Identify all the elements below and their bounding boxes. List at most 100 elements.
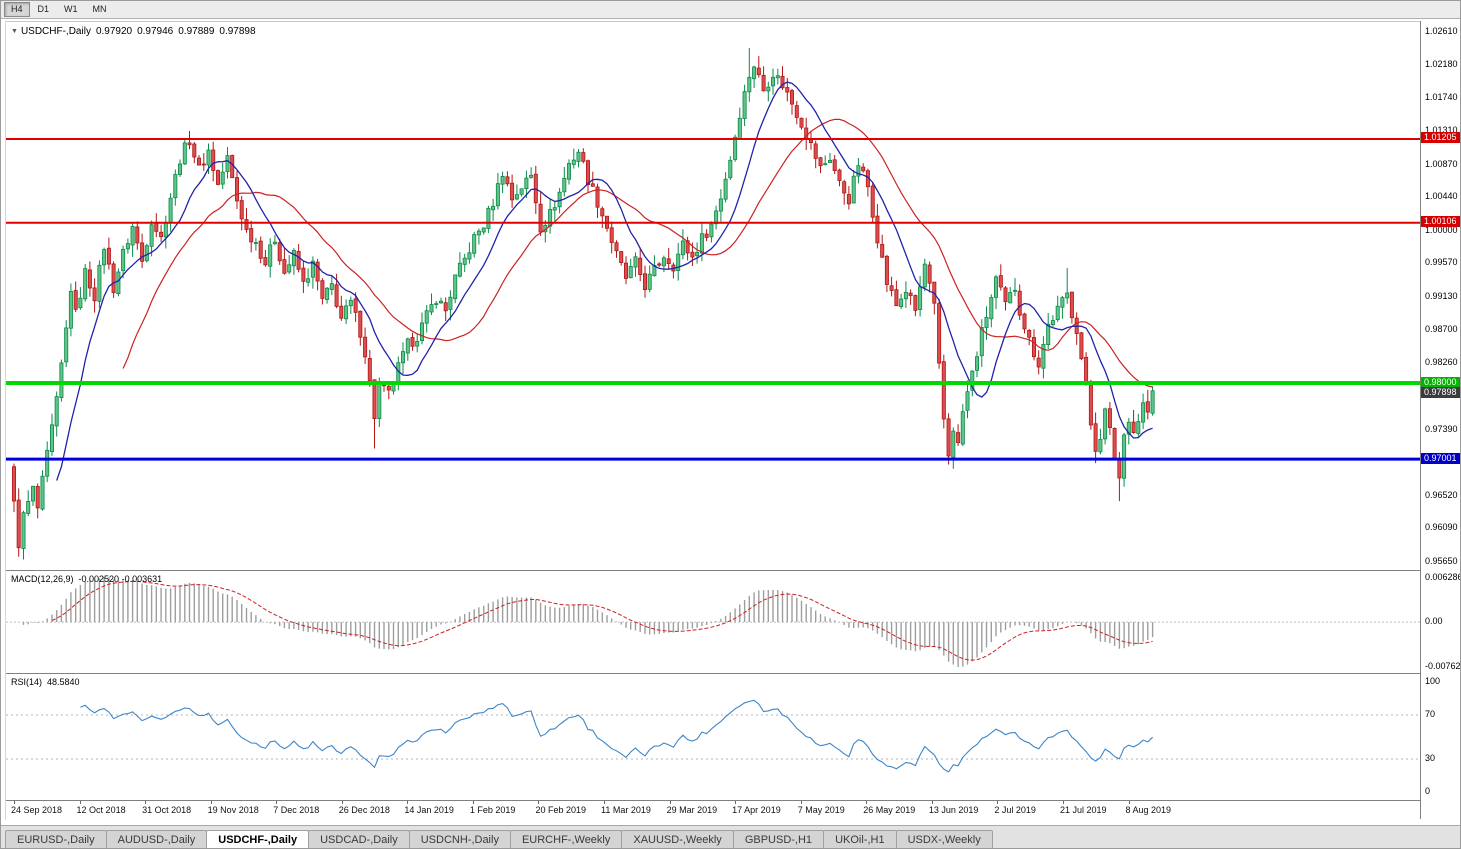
rsi-scale-label: 100 (1425, 676, 1441, 686)
date-axis-label: 31 Oct 2018 (142, 805, 192, 815)
tab-eurchf-weekly[interactable]: EURCHF-,Weekly (509, 830, 623, 848)
date-axis-label: 11 Mar 2019 (601, 805, 651, 815)
tab-eurusd-daily[interactable]: EURUSD-,Daily (5, 830, 107, 848)
date-tick-mark (79, 801, 81, 804)
date-tick-mark (800, 801, 802, 804)
date-axis-label: 14 Jan 2019 (404, 805, 454, 815)
tab-usdcnh-daily[interactable]: USDCNH-,Daily (408, 830, 511, 848)
chart-window: ▼ USDCHF-,Daily 0.97920 0.97946 0.97889 0.978… (1, 19, 1460, 820)
macd-signal-line (51, 580, 1153, 661)
rsi-line (80, 699, 1153, 773)
macd-values: -0.002520 -0.003631 (78, 574, 163, 584)
pane-separator[interactable] (6, 570, 1421, 571)
chevron-down-icon[interactable]: ▼ (11, 28, 18, 35)
candles-layer (12, 48, 1155, 560)
timeframe-button-h4[interactable]: H4 (4, 2, 30, 17)
macd-pane[interactable]: MACD(12,26,9) -0.002520 -0.003631 (6, 571, 1421, 673)
date-axis-label: 7 Dec 2018 (273, 805, 320, 815)
macd-scale-label: 0.00 (1425, 616, 1443, 627)
price-scale-label: 0.99570 (1425, 257, 1458, 268)
date-tick-mark (866, 801, 868, 804)
date-axis-label: 26 May 2019 (863, 805, 916, 815)
date-tick-mark (407, 801, 409, 804)
date-axis-label: 21 Jul 2019 (1059, 805, 1107, 815)
date-axis-label: 8 Aug 2019 (1125, 805, 1172, 815)
date-tick-mark (997, 801, 999, 804)
date-axis-label: 2 Jul 2019 (994, 805, 1036, 815)
tab-usdchf-daily[interactable]: USDCHF-,Daily (206, 830, 310, 848)
price-scale[interactable]: 1.02610 1.02180 1.01740 1.01310 1.00870 1.004… (1420, 21, 1460, 819)
date-tick-mark (735, 801, 737, 804)
tab-usdx-weekly[interactable]: USDX-,Weekly (895, 830, 993, 848)
rsi-name: RSI(14) (11, 677, 43, 687)
price-scale-label: 0.97390 (1425, 423, 1458, 434)
price-scale-label: 1.00870 (1425, 158, 1458, 169)
rsi-scale-label: 30 (1425, 753, 1436, 763)
price-scale-label: 0.96520 (1425, 489, 1458, 500)
price-level-badge-0-97001: 0.97001 (1421, 452, 1460, 464)
date-tick-mark (604, 801, 606, 804)
rsi-chart-svg (6, 699, 1421, 773)
price-scale-label: 0.98700 (1425, 323, 1458, 334)
rsi-pane[interactable]: RSI(14) 48.5840 (6, 674, 1421, 800)
date-axis[interactable]: 24 Sep 2018 12 Oct 2018 31 Oct 2018 19 Nov … (6, 801, 1421, 819)
ohlc-high: 0.97946 (137, 26, 174, 37)
chart-panes: ▼ USDCHF-,Daily 0.97920 0.97946 0.97889 0.978… (5, 21, 1421, 820)
date-axis-label: 7 May 2019 (797, 805, 845, 815)
price-chart-svg (6, 48, 1421, 560)
date-axis-label: 12 Oct 2018 (76, 805, 126, 815)
date-axis-label: 17 Apr 2019 (732, 805, 781, 815)
rsi-scale-label: 0 (1425, 786, 1431, 796)
price-level-badge-1-00106: 1.00106 (1421, 216, 1460, 228)
rsi-scale-label: 70 (1425, 709, 1436, 719)
macd-chart-svg (6, 576, 1421, 667)
date-axis-label: 20 Feb 2019 (535, 805, 587, 815)
date-tick-mark (210, 801, 212, 804)
date-tick-mark (276, 801, 278, 804)
pane-separator[interactable] (6, 800, 1421, 801)
price-level-badge-1-01205: 1.01205 (1421, 132, 1460, 144)
price-scale-label: 0.96090 (1425, 522, 1458, 533)
price-scale-label: 1.00000 (1425, 224, 1458, 235)
symbol-info: ▼ USDCHF-,Daily 0.97920 0.97946 0.97889 0.978… (11, 26, 256, 37)
date-axis-label: 26 Dec 2018 (338, 805, 390, 815)
macd-histogram (22, 576, 1154, 667)
price-scale-label: 1.01740 (1425, 92, 1458, 103)
price-scale-label: 0.95650 (1425, 556, 1458, 566)
price-scale-label: 1.00440 (1425, 191, 1458, 202)
tab-xauusd-weekly[interactable]: XAUUSD-,Weekly (621, 830, 734, 848)
timeframe-button-d1[interactable]: D1 (31, 2, 57, 17)
date-axis-label: 13 Jun 2019 (928, 805, 979, 815)
price-scale-label: 1.01310 (1425, 124, 1458, 135)
tab-usdcad-daily[interactable]: USDCAD-,Daily (308, 830, 410, 848)
date-tick-mark (669, 801, 671, 804)
timeframe-toolbar: H4 D1 W1 MN (1, 1, 1460, 19)
macd-label: MACD(12,26,9) -0.002520 -0.003631 (11, 574, 162, 584)
date-tick-mark (1128, 801, 1130, 804)
date-axis-label: 19 Nov 2018 (207, 805, 259, 815)
price-scale-label: 0.98260 (1425, 357, 1458, 368)
rsi-value: 48.5840 (47, 677, 80, 687)
ohlc-close: 0.97898 (219, 26, 256, 37)
tab-ukoil-h1[interactable]: UKOil-,H1 (823, 830, 897, 848)
symbol-label: USDCHF-,Daily (20, 26, 91, 37)
ohlc-open: 0.97920 (95, 26, 133, 37)
chart-tabbar: EURUSD-,Daily AUDUSD-,Daily USDCHF-,Daily U… (1, 825, 1460, 848)
price-pane[interactable]: ▼ USDCHF-,Daily 0.97920 0.97946 0.97889 0.978… (6, 22, 1421, 570)
date-axis-label: 24 Sep 2018 (11, 805, 63, 815)
date-tick-mark (931, 801, 933, 804)
rsi-label: RSI(14) 48.5840 (11, 677, 80, 687)
date-tick-mark (341, 801, 343, 804)
ma-fast-line (56, 81, 1153, 481)
date-axis-label: 29 Mar 2019 (666, 805, 718, 815)
timeframe-button-w1[interactable]: W1 (57, 2, 85, 17)
price-level-badge-0-98000: 0.98000 (1421, 376, 1460, 388)
pane-separator[interactable] (6, 673, 1421, 674)
tab-gbpusd-h1[interactable]: GBPUSD-,H1 (732, 830, 825, 848)
date-tick-mark (472, 801, 474, 804)
tab-audusd-daily[interactable]: AUDUSD-,Daily (105, 830, 208, 848)
timeframe-button-mn[interactable]: MN (86, 2, 114, 17)
ma-slow-line (122, 118, 1153, 388)
date-tick-mark (538, 801, 540, 804)
